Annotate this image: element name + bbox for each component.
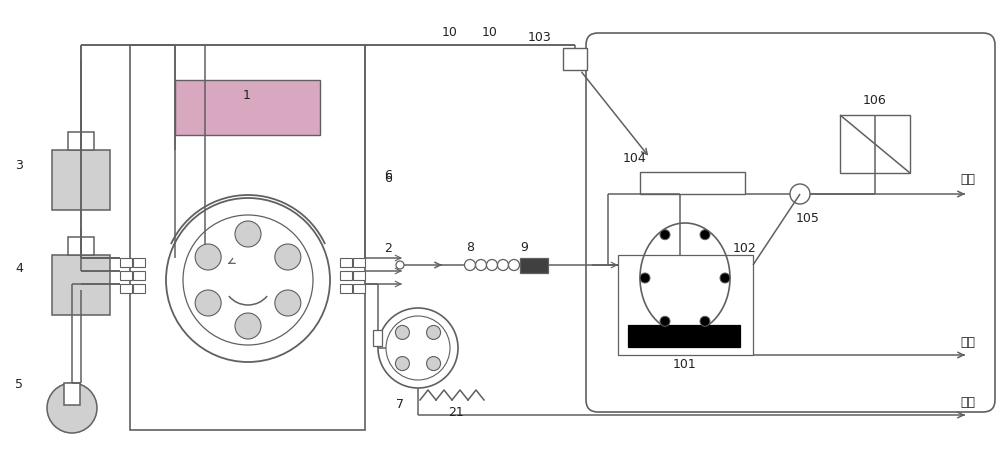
- Text: 废液: 废液: [960, 397, 975, 409]
- Bar: [52, 255, 110, 315]
- Bar: [628, 325, 740, 347]
- Circle shape: [183, 215, 313, 345]
- Circle shape: [275, 290, 301, 316]
- Circle shape: [235, 313, 261, 339]
- Bar: [133, 258, 145, 267]
- Circle shape: [498, 259, 509, 271]
- Bar: [640, 172, 745, 194]
- Text: 106: 106: [863, 94, 887, 107]
- Text: 6: 6: [384, 169, 392, 181]
- Bar: [373, 330, 382, 346]
- Circle shape: [235, 221, 261, 247]
- Text: 10: 10: [442, 25, 458, 39]
- Circle shape: [395, 357, 409, 370]
- Circle shape: [660, 230, 670, 240]
- Bar: [353, 271, 365, 280]
- Text: 4: 4: [15, 261, 23, 274]
- Bar: [133, 271, 145, 280]
- Bar: [353, 284, 365, 293]
- Bar: [340, 271, 352, 280]
- Circle shape: [720, 273, 730, 283]
- Bar: [133, 284, 145, 293]
- Circle shape: [700, 316, 710, 326]
- Circle shape: [487, 259, 498, 271]
- Text: 104: 104: [623, 151, 647, 164]
- Circle shape: [427, 325, 441, 339]
- Text: 7: 7: [396, 399, 404, 412]
- Bar: [120, 284, 132, 293]
- Bar: [353, 258, 365, 267]
- Circle shape: [378, 308, 458, 388]
- Ellipse shape: [640, 223, 730, 333]
- Circle shape: [395, 325, 409, 339]
- Bar: [68, 237, 94, 255]
- Bar: [563, 48, 587, 70]
- Circle shape: [476, 259, 487, 271]
- Circle shape: [47, 383, 97, 433]
- Bar: [52, 150, 110, 210]
- Text: 103: 103: [528, 31, 552, 44]
- Text: 5: 5: [15, 378, 23, 392]
- Text: 10: 10: [482, 25, 498, 39]
- Circle shape: [195, 244, 221, 270]
- Circle shape: [700, 230, 710, 240]
- Bar: [520, 258, 548, 273]
- Text: 1: 1: [243, 88, 251, 102]
- Bar: [68, 132, 94, 150]
- Circle shape: [465, 259, 476, 271]
- Text: 2: 2: [384, 242, 392, 254]
- Bar: [120, 258, 132, 267]
- Text: 3: 3: [15, 158, 23, 172]
- Circle shape: [427, 357, 441, 370]
- Circle shape: [790, 184, 810, 204]
- Text: 9: 9: [520, 241, 528, 253]
- Circle shape: [509, 259, 520, 271]
- Bar: [618, 255, 753, 355]
- Bar: [175, 80, 320, 135]
- Circle shape: [386, 316, 450, 380]
- Circle shape: [195, 290, 221, 316]
- Text: 21: 21: [448, 406, 464, 418]
- Text: 8: 8: [466, 241, 474, 253]
- Bar: [840, 115, 910, 173]
- Bar: [130, 45, 365, 430]
- Bar: [120, 271, 132, 280]
- Text: 废液: 废液: [960, 172, 975, 186]
- Bar: [340, 284, 352, 293]
- Text: 101: 101: [673, 359, 697, 371]
- Bar: [64, 383, 80, 405]
- Circle shape: [396, 261, 404, 269]
- Text: 102: 102: [733, 242, 757, 254]
- Text: 6: 6: [384, 172, 392, 185]
- Bar: [340, 258, 352, 267]
- Text: 105: 105: [796, 212, 820, 225]
- Circle shape: [275, 244, 301, 270]
- Circle shape: [166, 198, 330, 362]
- Circle shape: [640, 273, 650, 283]
- Text: 废液: 废液: [960, 336, 975, 348]
- Circle shape: [660, 316, 670, 326]
